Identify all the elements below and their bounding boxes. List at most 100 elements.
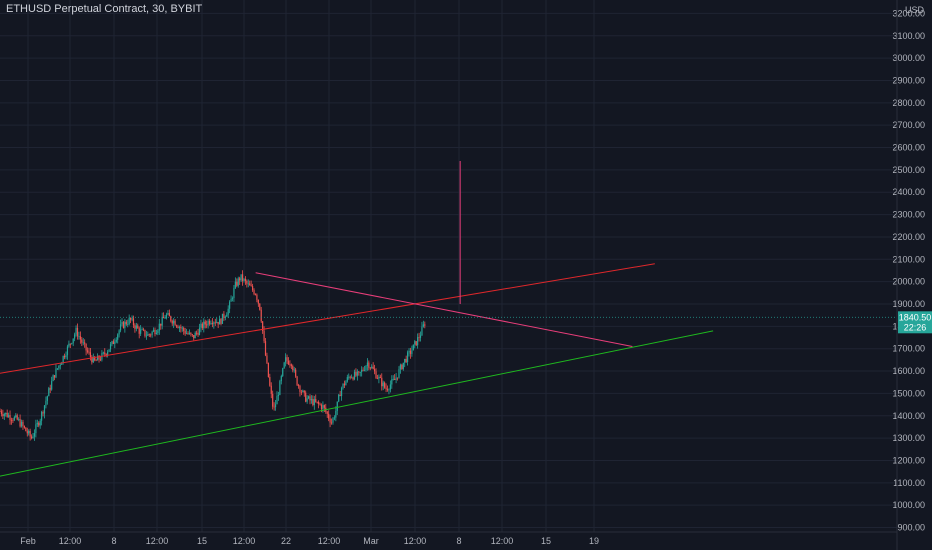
candle-body <box>161 316 163 326</box>
candle-body <box>33 433 36 437</box>
y-tick-label: 2800.00 <box>892 98 925 108</box>
candle-body <box>163 316 165 319</box>
candle-body <box>88 351 90 353</box>
candle-body <box>371 366 373 368</box>
candle-body <box>244 278 247 281</box>
candle-body <box>38 422 40 426</box>
candle-body <box>342 383 344 389</box>
candle-body <box>3 414 5 417</box>
candle-body <box>114 341 116 344</box>
candle-body <box>99 359 102 361</box>
candle-body <box>76 327 79 337</box>
y-tick-label: 3100.00 <box>892 31 925 41</box>
candle-body <box>98 355 100 360</box>
y-tick-label: 1600.00 <box>892 366 925 376</box>
candle-body <box>240 274 242 281</box>
candle-body <box>12 420 14 421</box>
candle-body <box>211 322 214 325</box>
candle-body <box>2 414 4 417</box>
candle-body <box>358 371 360 373</box>
candle-body <box>94 356 96 361</box>
candle-body <box>256 294 258 300</box>
x-tick-label: 15 <box>541 536 551 546</box>
candle-body <box>234 281 236 288</box>
candle-body <box>365 366 367 371</box>
candle-body <box>315 399 317 402</box>
candle-body <box>157 330 159 333</box>
candle-body <box>333 417 336 419</box>
last-price-label: 1840.50 <box>899 312 932 322</box>
candle-body <box>130 317 132 320</box>
candle-body <box>263 330 265 342</box>
bar-countdown-label: 22:26 <box>904 322 927 332</box>
candle-body <box>254 294 257 295</box>
candle-body <box>306 398 308 402</box>
y-tick-label: 2000.00 <box>892 277 925 287</box>
candle-body <box>32 436 34 439</box>
candle-body <box>112 341 114 344</box>
candle-body <box>239 278 241 281</box>
candle-body <box>279 381 281 395</box>
candle-body <box>335 410 337 418</box>
candle-body <box>107 351 109 355</box>
candle-body <box>214 322 216 324</box>
candle-body <box>61 362 63 365</box>
candle-body <box>173 320 175 324</box>
candle-body <box>191 334 193 336</box>
candle-body <box>86 350 89 352</box>
candle-body <box>395 377 397 380</box>
candle-body <box>55 368 57 378</box>
candle-body <box>366 362 369 367</box>
candle-body <box>388 389 390 391</box>
y-tick-label: 2300.00 <box>892 210 925 220</box>
y-tick-label: 1900.00 <box>892 299 925 309</box>
candle-body <box>144 329 146 336</box>
candle-body <box>348 376 350 378</box>
candle-body <box>138 328 140 334</box>
candle-body <box>19 418 21 427</box>
candle-body <box>193 335 195 339</box>
candle-body <box>167 313 169 315</box>
candle-body <box>111 341 113 345</box>
candle-body <box>92 356 94 363</box>
candle-body <box>218 318 221 325</box>
candle-body <box>379 376 381 378</box>
candle-body <box>127 324 129 325</box>
candle-body <box>210 322 212 324</box>
candle-body <box>318 401 320 405</box>
candle-body <box>187 333 189 334</box>
candle-body <box>257 299 259 304</box>
candle-body <box>392 378 394 380</box>
x-tick-label: 12:00 <box>146 536 169 546</box>
candle-body <box>115 339 117 342</box>
candle-body <box>164 318 166 319</box>
candle-body <box>201 323 203 329</box>
y-tick-label: 1400.00 <box>892 411 925 421</box>
candle-body <box>381 377 383 387</box>
candle-body <box>217 321 219 325</box>
candle-body <box>372 366 374 370</box>
candle-body <box>391 379 393 385</box>
candle-body <box>13 417 15 421</box>
candle-body <box>356 371 358 376</box>
candle-body <box>303 390 305 393</box>
candle-body <box>398 369 400 378</box>
candle-body <box>384 382 386 388</box>
currency-label[interactable]: USD <box>904 5 924 15</box>
y-tick-label: 2200.00 <box>892 232 925 242</box>
candle-body <box>250 285 252 287</box>
candle-body <box>287 360 290 365</box>
candle-body <box>415 341 417 346</box>
candle-body <box>246 280 248 284</box>
candle-body <box>332 418 334 423</box>
candle-body <box>174 320 176 326</box>
candle-body <box>270 385 272 394</box>
candle-body <box>124 321 126 328</box>
y-tick-label: 1700.00 <box>892 344 925 354</box>
candle-body <box>39 420 41 426</box>
candle-body <box>422 324 424 327</box>
candle-body <box>102 352 104 354</box>
candle-body <box>8 415 10 418</box>
candle-body <box>6 412 8 418</box>
